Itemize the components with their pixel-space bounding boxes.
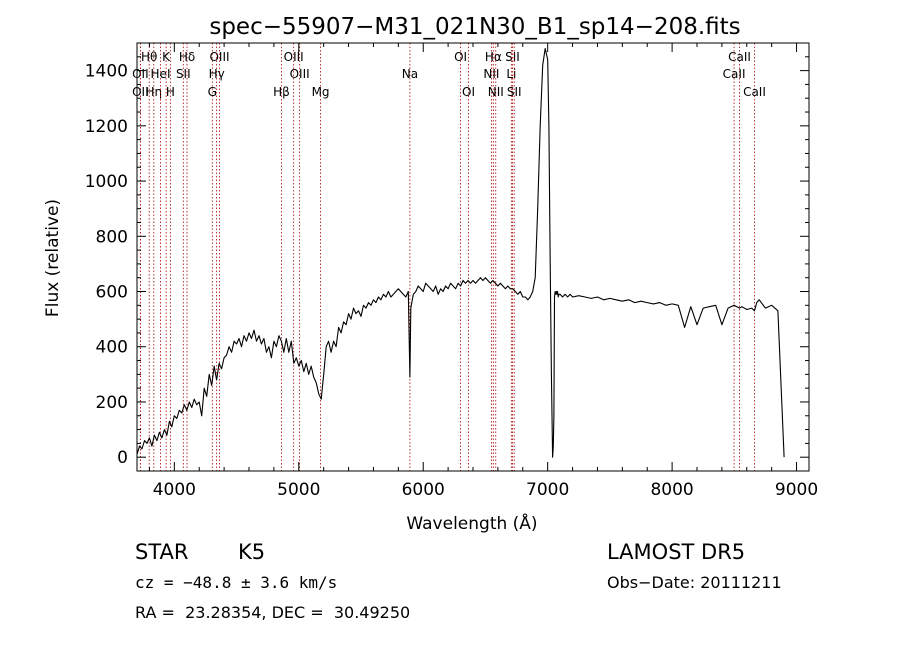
line-label: Hβ — [273, 85, 290, 99]
x-tick-label: 7000 — [526, 480, 569, 500]
y-tick-label: 400 — [96, 338, 128, 358]
line-label: OI — [462, 85, 475, 99]
y-tick-label: 0 — [117, 448, 128, 468]
y-tick-label: 800 — [96, 227, 128, 247]
y-tick-label: 1400 — [85, 62, 128, 82]
line-label: OIII — [209, 50, 229, 64]
line-label: K — [162, 50, 171, 64]
line-label: HeI — [151, 67, 171, 81]
x-tick-label: 5000 — [277, 480, 320, 500]
coordinates: RA = 23.28354, DEC = 30.49250 — [135, 603, 411, 622]
y-axis: 0 200 400 600 800 1000 1200 1400 — [85, 56, 809, 468]
x-axis: 4000 5000 6000 7000 8000 9000 — [148, 43, 818, 500]
y-tick-label: 600 — [96, 283, 128, 303]
object-subclass: K5 — [238, 540, 266, 564]
x-tick-label: 4000 — [153, 480, 196, 500]
line-label: Mg — [312, 85, 330, 99]
line-label: CaII — [728, 50, 751, 64]
line-label: Hδ — [179, 50, 195, 64]
object-class: STAR — [135, 540, 189, 564]
line-label: SII — [505, 50, 520, 64]
spectrum-layer — [136, 47, 785, 458]
line-label: SII — [176, 67, 191, 81]
x-tick-label: 6000 — [402, 480, 445, 500]
y-axis-label: Flux (relative) — [43, 199, 63, 317]
x-tick-label: 9000 — [775, 480, 818, 500]
line-label: NII — [488, 85, 504, 99]
observation-date: Obs−Date: 20111211 — [607, 573, 782, 592]
line-label: Hθ — [141, 50, 157, 64]
spectrum-line — [136, 47, 785, 458]
y-tick-label: 1000 — [85, 172, 128, 192]
line-label: H — [166, 85, 175, 99]
line-label: OII — [132, 85, 149, 99]
line-label: CaII — [723, 67, 746, 81]
chart-title: spec−55907−M31_021N30_B1_sp14−208.fits — [209, 14, 740, 40]
line-label: Hγ — [209, 67, 225, 81]
x-axis-label: Wavelength (Å) — [406, 512, 537, 534]
plot-frame — [136, 42, 810, 472]
x-tick-label: 8000 — [650, 480, 693, 500]
line-label: Hα — [485, 50, 502, 64]
survey-name: LAMOST DR5 — [607, 540, 746, 564]
y-tick-label: 200 — [96, 393, 128, 413]
line-label: SII — [507, 85, 522, 99]
y-tick-label: 1200 — [85, 117, 128, 137]
line-label: G — [208, 85, 217, 99]
spectrum-chart: spec−55907−M31_021N30_B1_sp14−208.fits H… — [43, 14, 818, 534]
line-label: Li — [506, 67, 516, 81]
line-label: Hη — [145, 85, 162, 99]
line-label: Na — [402, 67, 418, 81]
line-label: OIII — [290, 67, 310, 81]
redshift-cz: cz = −48.8 ± 3.6 km/s — [135, 573, 338, 592]
line-label: OI — [454, 50, 467, 64]
line-label: CaII — [743, 85, 766, 99]
line-label: NII — [483, 67, 499, 81]
line-label: OIII — [284, 50, 304, 64]
